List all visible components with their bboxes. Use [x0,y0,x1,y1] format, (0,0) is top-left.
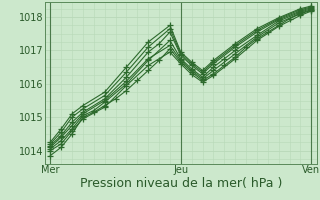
X-axis label: Pression niveau de la mer( hPa ): Pression niveau de la mer( hPa ) [80,177,282,190]
